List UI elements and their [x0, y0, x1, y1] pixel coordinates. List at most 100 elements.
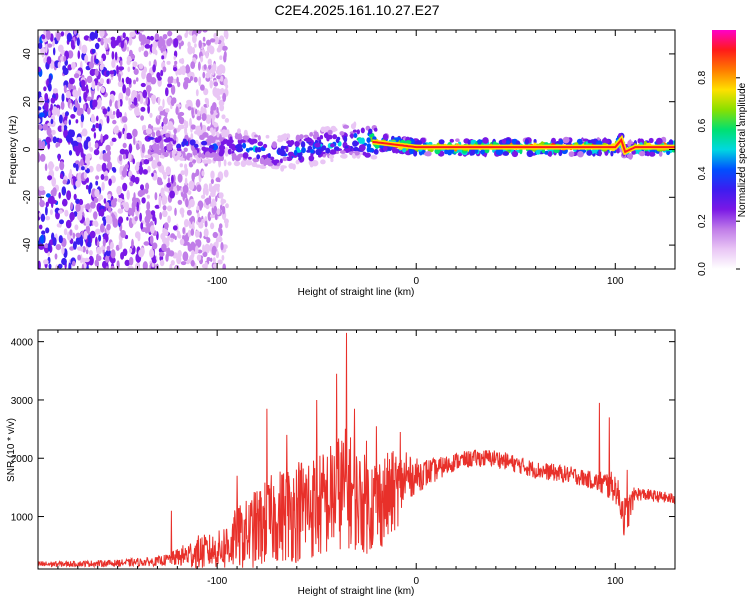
- spectrogram-cell: [92, 99, 98, 108]
- spectrogram-cell: [62, 179, 68, 185]
- spectrogram-cell: [76, 109, 83, 116]
- spectrogram-cell: [170, 237, 174, 243]
- spectrogram-cell: [330, 143, 335, 148]
- spectrogram-cell: [218, 99, 225, 107]
- spectrogram-cell: [94, 68, 99, 77]
- spectrogram-cell: [180, 187, 183, 193]
- spectrogram-cell: [186, 99, 192, 105]
- spectrogram-cell: [50, 118, 54, 125]
- spectrogram-ridge: [372, 137, 675, 154]
- spectrogram-cell: [205, 204, 210, 210]
- spectrogram-cell: [186, 209, 192, 216]
- spectrogram-cell: [103, 198, 107, 204]
- colorbar: 0.0 0.2 0.4 0.6 0.8 Normalized spectral ampl…: [697, 30, 748, 276]
- spectrogram-cell: [66, 90, 71, 99]
- spectrogram-cell: [140, 115, 145, 121]
- spectrogram-cell: [132, 91, 138, 96]
- spectrogram-cell: [65, 219, 72, 229]
- spectrogram-cell: [152, 242, 158, 250]
- spectrogram-cell: [455, 138, 460, 142]
- spectrogram-cell: [194, 43, 197, 48]
- spectrogram-cell: [68, 77, 75, 85]
- spectrogram-cell: [83, 257, 90, 263]
- spectrogram-cell: [245, 159, 253, 166]
- spectrogram-cell: [112, 119, 117, 125]
- spectrogram-cell: [57, 44, 64, 53]
- spectrogram-cell: [46, 56, 52, 65]
- colorbar-ticks: 0.0 0.2 0.4 0.6 0.8: [697, 70, 740, 276]
- spectrogram-cell: [102, 108, 108, 115]
- spectrogram-cell: [106, 78, 110, 84]
- spectrogram-cell: [202, 186, 206, 197]
- spectrogram-cell: [133, 97, 138, 106]
- spectrogram-cell: [108, 178, 112, 186]
- spectrogram-cell: [257, 147, 262, 153]
- spectrogram-cell: [73, 175, 76, 186]
- spectrogram-cell: [111, 59, 116, 68]
- spectrogram-cell: [86, 75, 93, 84]
- spectrogram-cell: [164, 222, 169, 230]
- spectrogram-cell: [43, 86, 47, 92]
- spectrogram-cell: [353, 146, 359, 152]
- spectrogram-cell: [129, 181, 134, 187]
- spectrogram-cell: [236, 133, 243, 141]
- spectrogram-cell: [60, 101, 65, 110]
- spectrogram-cell: [526, 150, 534, 158]
- snr-y-tick-label: 4000: [11, 338, 34, 349]
- spectrogram-cell: [141, 70, 146, 80]
- spectrogram-cell: [45, 201, 49, 208]
- spectrogram-cell: [105, 201, 110, 209]
- spectrogram-cell: [83, 171, 87, 179]
- spectrogram-cell: [353, 121, 357, 127]
- spectrogram-cell: [122, 248, 128, 257]
- spectrogram-cell: [207, 58, 212, 66]
- spectrogram-cell: [166, 96, 172, 104]
- spectrogram-cell: [140, 106, 146, 112]
- spectrogram-cell: [366, 137, 371, 144]
- spectrogram-cell: [38, 112, 45, 118]
- spectrogram-cell: [123, 130, 127, 141]
- spectrogram-cell: [150, 210, 156, 216]
- spectrogram-cell: [170, 260, 175, 266]
- spectrogram-cell: [69, 246, 75, 251]
- spectrogram-cell: [90, 115, 96, 123]
- spectrogram-cell: [171, 174, 174, 184]
- spectrogram-cell: [132, 158, 135, 165]
- spectrogram-cell: [104, 175, 109, 181]
- spectrogram-cell: [409, 148, 414, 155]
- spectrogram-cell: [179, 66, 183, 76]
- spectrogram-cell: [43, 102, 49, 110]
- spectrogram-cell: [296, 147, 300, 153]
- spectrogram-cell: [210, 109, 214, 115]
- spectrogram-cell: [116, 185, 122, 196]
- spectrogram-cell: [185, 64, 190, 71]
- spectrogram-cell: [219, 148, 225, 155]
- spectrogram-cell: [122, 182, 128, 192]
- spectrogram-cell: [40, 213, 46, 222]
- spectrogram-cell: [524, 138, 529, 145]
- spectrogram-cell: [213, 122, 219, 128]
- spectrogram-cell: [150, 225, 155, 234]
- spectrogram-cell: [62, 198, 68, 207]
- spectrogram-cell: [157, 135, 162, 142]
- spectrogram-cell: [196, 254, 202, 261]
- spectrogram-cell: [183, 147, 188, 153]
- spectrogram-cell: [72, 89, 78, 98]
- snr-x-tick-label: -100: [207, 576, 227, 587]
- spectrogram-cell: [94, 142, 99, 149]
- spectrogram-cell: [75, 232, 81, 238]
- spectrogram-cell: [209, 45, 215, 55]
- spectrogram-cell: [111, 51, 115, 60]
- spectrogram-cell: [54, 166, 60, 172]
- spectrogram-cell: [128, 134, 133, 140]
- spectrogram-cell: [38, 243, 45, 250]
- spectrogram-cell: [52, 187, 57, 197]
- spectrogram-cell: [76, 136, 82, 143]
- spectrogram-cell: [202, 36, 206, 42]
- spectrogram-cell: [586, 150, 593, 156]
- spectrogram-cell: [212, 263, 218, 269]
- spectrogram-cell: [74, 224, 79, 231]
- snr-y-tick-label: 1000: [11, 513, 34, 524]
- spectrogram-cell: [162, 66, 167, 73]
- spectrogram-cell: [157, 96, 161, 106]
